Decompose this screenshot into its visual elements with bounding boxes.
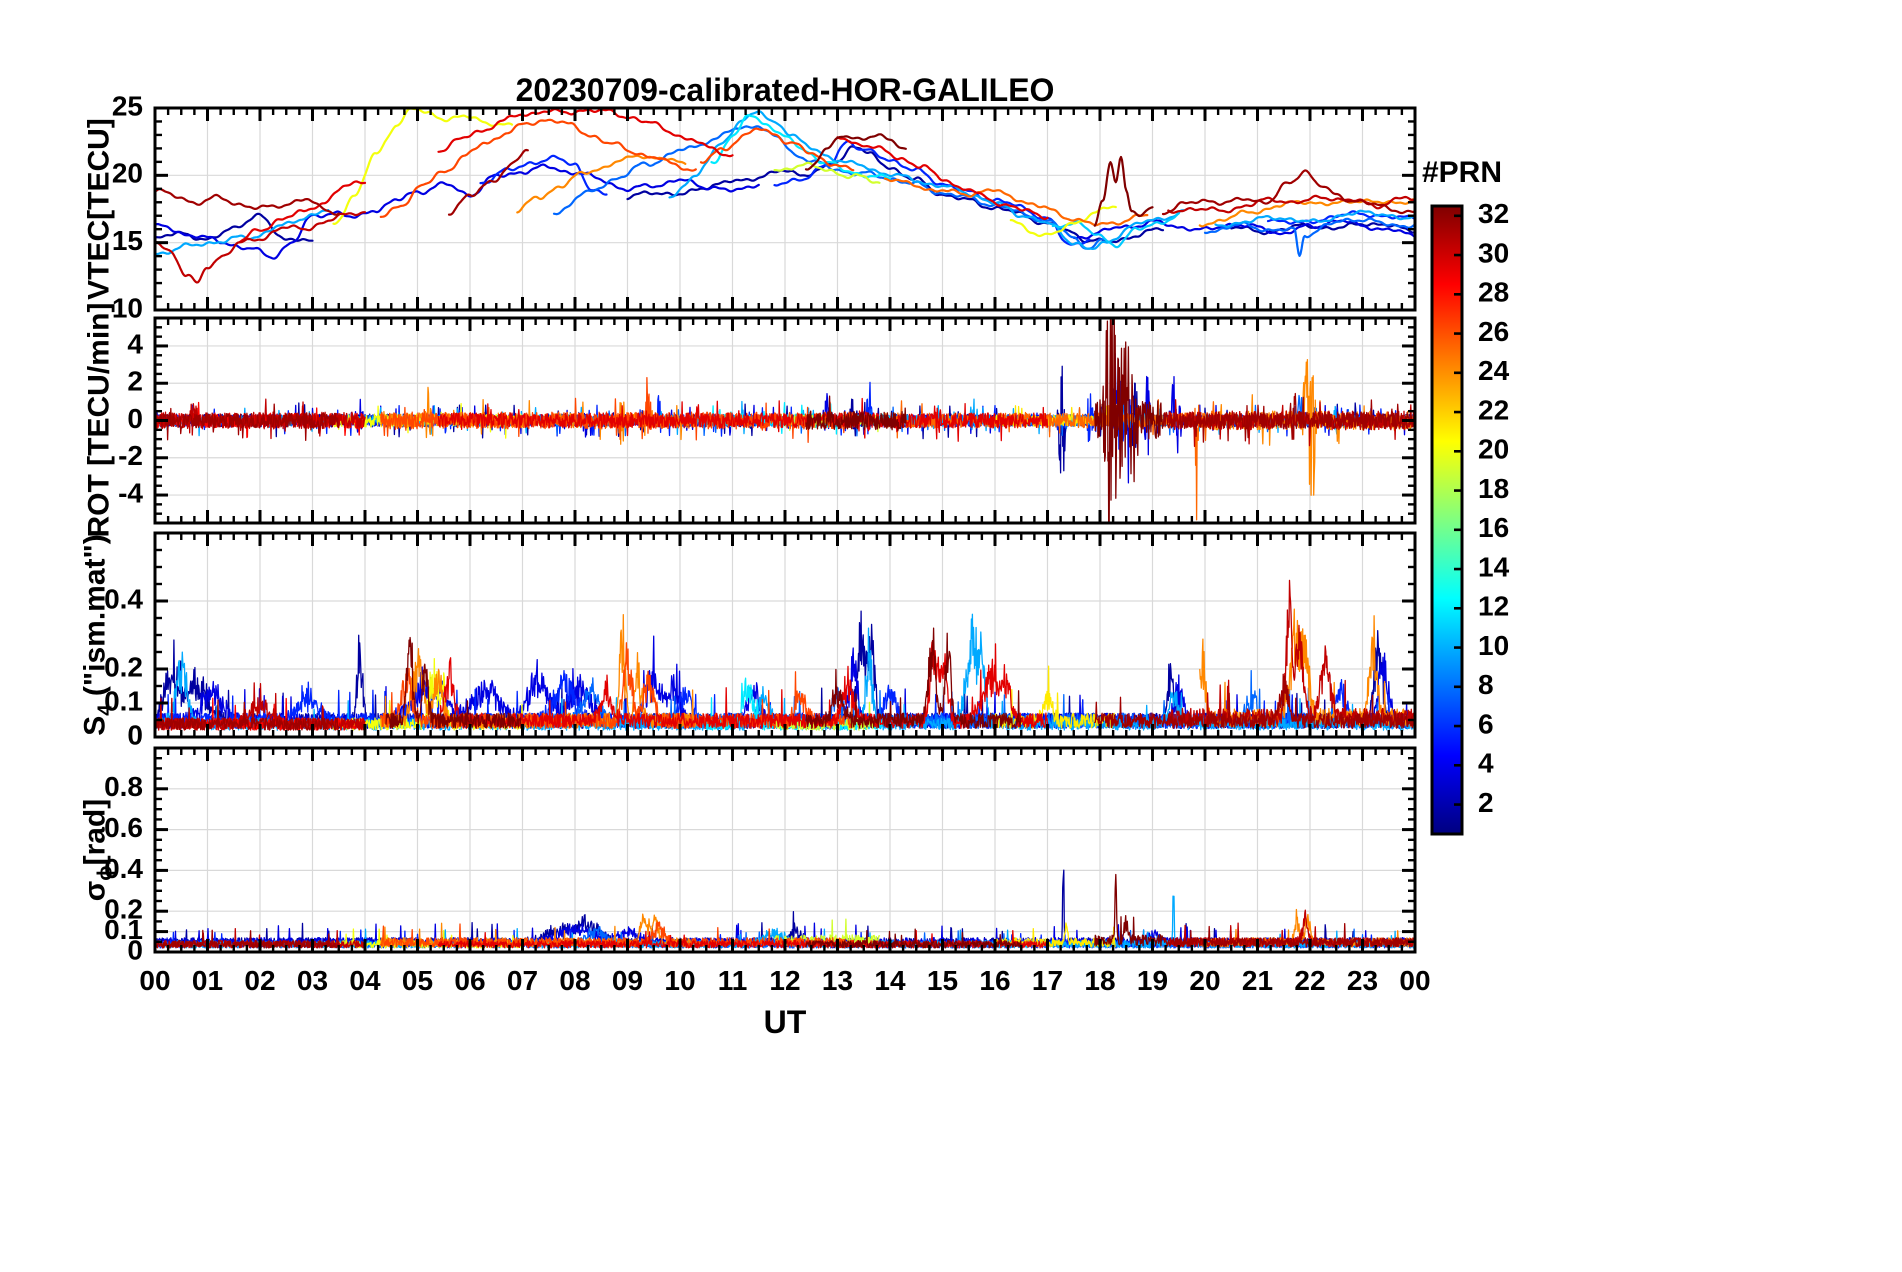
- ylabel-s4: S4 ("ism.mat"): [78, 534, 117, 736]
- xtick-label: 00: [139, 965, 170, 996]
- ytick-label: 10: [112, 292, 143, 323]
- ytick-label: 15: [112, 225, 143, 256]
- ylabel-vtec-text: VTEC[TECU]: [82, 118, 116, 300]
- ytick-label: -2: [118, 440, 143, 471]
- xtick-label: 02: [244, 965, 275, 996]
- ytick-label: 0.8: [104, 771, 143, 802]
- ylabel-rot: ROT [TECU/min]: [83, 303, 122, 538]
- ytick-label: 0.4: [104, 583, 143, 614]
- ytick-label: 25: [112, 90, 143, 121]
- colorbar-tick-label: 20: [1478, 434, 1509, 465]
- xtick-label: 17: [1032, 965, 1063, 996]
- ytick-label: 0: [127, 719, 143, 750]
- colorbar-tick-label: 28: [1478, 277, 1509, 308]
- ytick-label: 20: [112, 158, 143, 189]
- xtick-label: 13: [822, 965, 853, 996]
- ytick-label: 0.2: [104, 894, 143, 925]
- colorbar-tick-label: 18: [1478, 473, 1509, 504]
- chart-title: 20230709-calibrated-HOR-GALILEO: [515, 72, 1055, 108]
- ytick-label: 0: [127, 403, 143, 434]
- xlabel-ut: UT: [763, 1004, 807, 1040]
- xtick-label: 03: [297, 965, 328, 996]
- ytick-label: 0.1: [104, 914, 143, 945]
- colorbar-tick-label: 30: [1478, 237, 1509, 268]
- ylabel-s4-text: S: [78, 715, 112, 736]
- colorbar-tick-label: 24: [1478, 355, 1510, 386]
- colorbar-tick-label: 26: [1478, 316, 1509, 347]
- colorbar-tick-label: 14: [1478, 551, 1510, 582]
- colorbar-tick-label: 22: [1478, 394, 1509, 425]
- xtick-label: 14: [874, 965, 906, 996]
- xtick-label: 06: [454, 965, 485, 996]
- ytick-label: 0.1: [104, 685, 143, 716]
- xtick-label: 08: [559, 965, 590, 996]
- ytick-label: 0.6: [104, 812, 143, 843]
- xtick-label: 18: [1084, 965, 1115, 996]
- ylabel-sigma-text: σ: [78, 880, 112, 902]
- xtick-label: 01: [192, 965, 223, 996]
- ylabel-sigma-phi: σϕ[rad]: [78, 798, 117, 902]
- colorbar-tick-label: 16: [1478, 512, 1509, 543]
- xtick-label: 10: [664, 965, 695, 996]
- xtick-label: 15: [927, 965, 958, 996]
- xtick-label: 11: [718, 965, 748, 996]
- colorbar-tick-label: 6: [1478, 708, 1494, 739]
- colorbar-tick-label: 10: [1478, 630, 1509, 661]
- colorbar-tick-label: 32: [1478, 198, 1509, 229]
- colorbar-tick-label: 4: [1478, 748, 1494, 779]
- xtick-label: 05: [402, 965, 433, 996]
- xtick-label: 23: [1347, 965, 1378, 996]
- xtick-label: 07: [507, 965, 538, 996]
- xtick-label: 19: [1137, 965, 1168, 996]
- ylabel-vtec: VTEC[TECU]: [83, 118, 122, 300]
- xtick-label: 12: [769, 965, 800, 996]
- colorbar-title: #PRN: [1421, 156, 1503, 189]
- xtick-label: 04: [349, 965, 381, 996]
- xtick-label: 09: [612, 965, 643, 996]
- ytick-label: -4: [118, 477, 143, 508]
- xtick-label: 16: [979, 965, 1010, 996]
- xtick-label: 21: [1242, 965, 1273, 996]
- ytick-label: 0: [127, 934, 143, 965]
- ytick-label: 0.4: [104, 853, 143, 884]
- ytick-label: 2: [127, 366, 143, 397]
- xtick-label: 20: [1189, 965, 1220, 996]
- colorbar-tick-label: 2: [1478, 787, 1494, 818]
- xtick-label: 22: [1294, 965, 1325, 996]
- colorbar-tick-label: 8: [1478, 669, 1494, 700]
- ytick-label: 0.2: [104, 651, 143, 682]
- ylabel-rot-text: ROT [TECU/min]: [82, 302, 116, 538]
- ytick-label: 4: [127, 328, 143, 359]
- xtick-label: 00: [1399, 965, 1430, 996]
- colorbar-tick-label: 12: [1478, 591, 1509, 622]
